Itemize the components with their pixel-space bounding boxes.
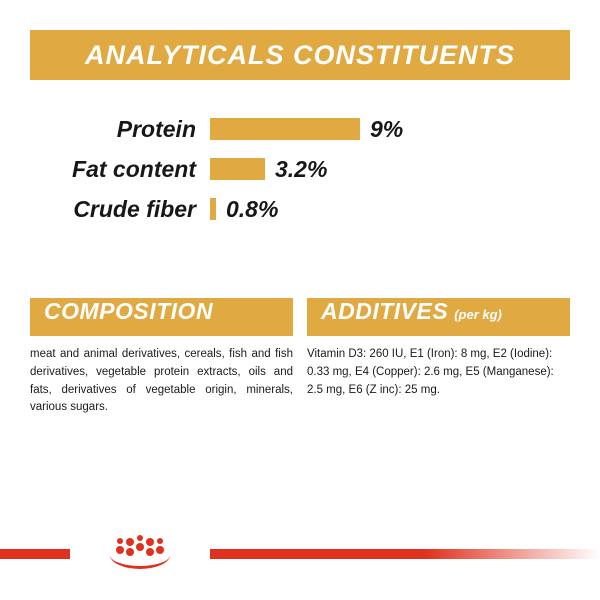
additives-text: Vitamin D3: 260 IU, E1 (Iron): 8 mg, E2 … [307,346,570,399]
analytics-constituents-list: Protein 9% Fat content 3.2% Crude fiber … [60,110,540,230]
additives-header: ADDITIVES (per kg) [307,298,570,336]
composition-column: COMPOSITION meat and animal derivatives,… [30,298,293,417]
footer-line-right [210,549,600,559]
composition-text: meat and animal derivatives, cereals, fi… [30,346,293,417]
additives-title: ADDITIVES [321,298,448,325]
analytics-row-fat: Fat content 3.2% [60,150,540,188]
analytics-value-fat: 3.2% [275,156,327,183]
additives-column: ADDITIVES (per kg) Vitamin D3: 260 IU, E… [307,298,570,417]
crown-dots [116,538,164,556]
analyticals-title: ANALYTICALS CONSTITUENTS [85,40,515,71]
analyticals-header-banner: ANALYTICALS CONSTITUENTS [30,30,570,80]
composition-header: COMPOSITION [30,298,293,336]
analytics-label-fat: Fat content [60,156,210,183]
analytics-row-fiber: Crude fiber 0.8% [60,190,540,228]
analytics-label-fiber: Crude fiber [60,196,210,223]
composition-title: COMPOSITION [44,298,213,325]
analytics-row-protein: Protein 9% [60,110,540,148]
brand-footer [0,538,600,570]
composition-additives-section: COMPOSITION meat and animal derivatives,… [30,298,570,417]
nutrition-info-page: ANALYTICALS CONSTITUENTS Protein 9% Fat … [0,0,600,600]
analytics-bar-fat [210,158,265,180]
analytics-label-protein: Protein [60,116,210,143]
footer-line-left [0,549,70,559]
analytics-value-protein: 9% [370,116,403,143]
crown-base-arc [110,555,170,569]
crown-logo [70,538,210,570]
analytics-bar-fiber [210,198,216,220]
analytics-bar-protein [210,118,360,140]
additives-subtitle: (per kg) [454,307,502,322]
analytics-value-fiber: 0.8% [226,196,278,223]
